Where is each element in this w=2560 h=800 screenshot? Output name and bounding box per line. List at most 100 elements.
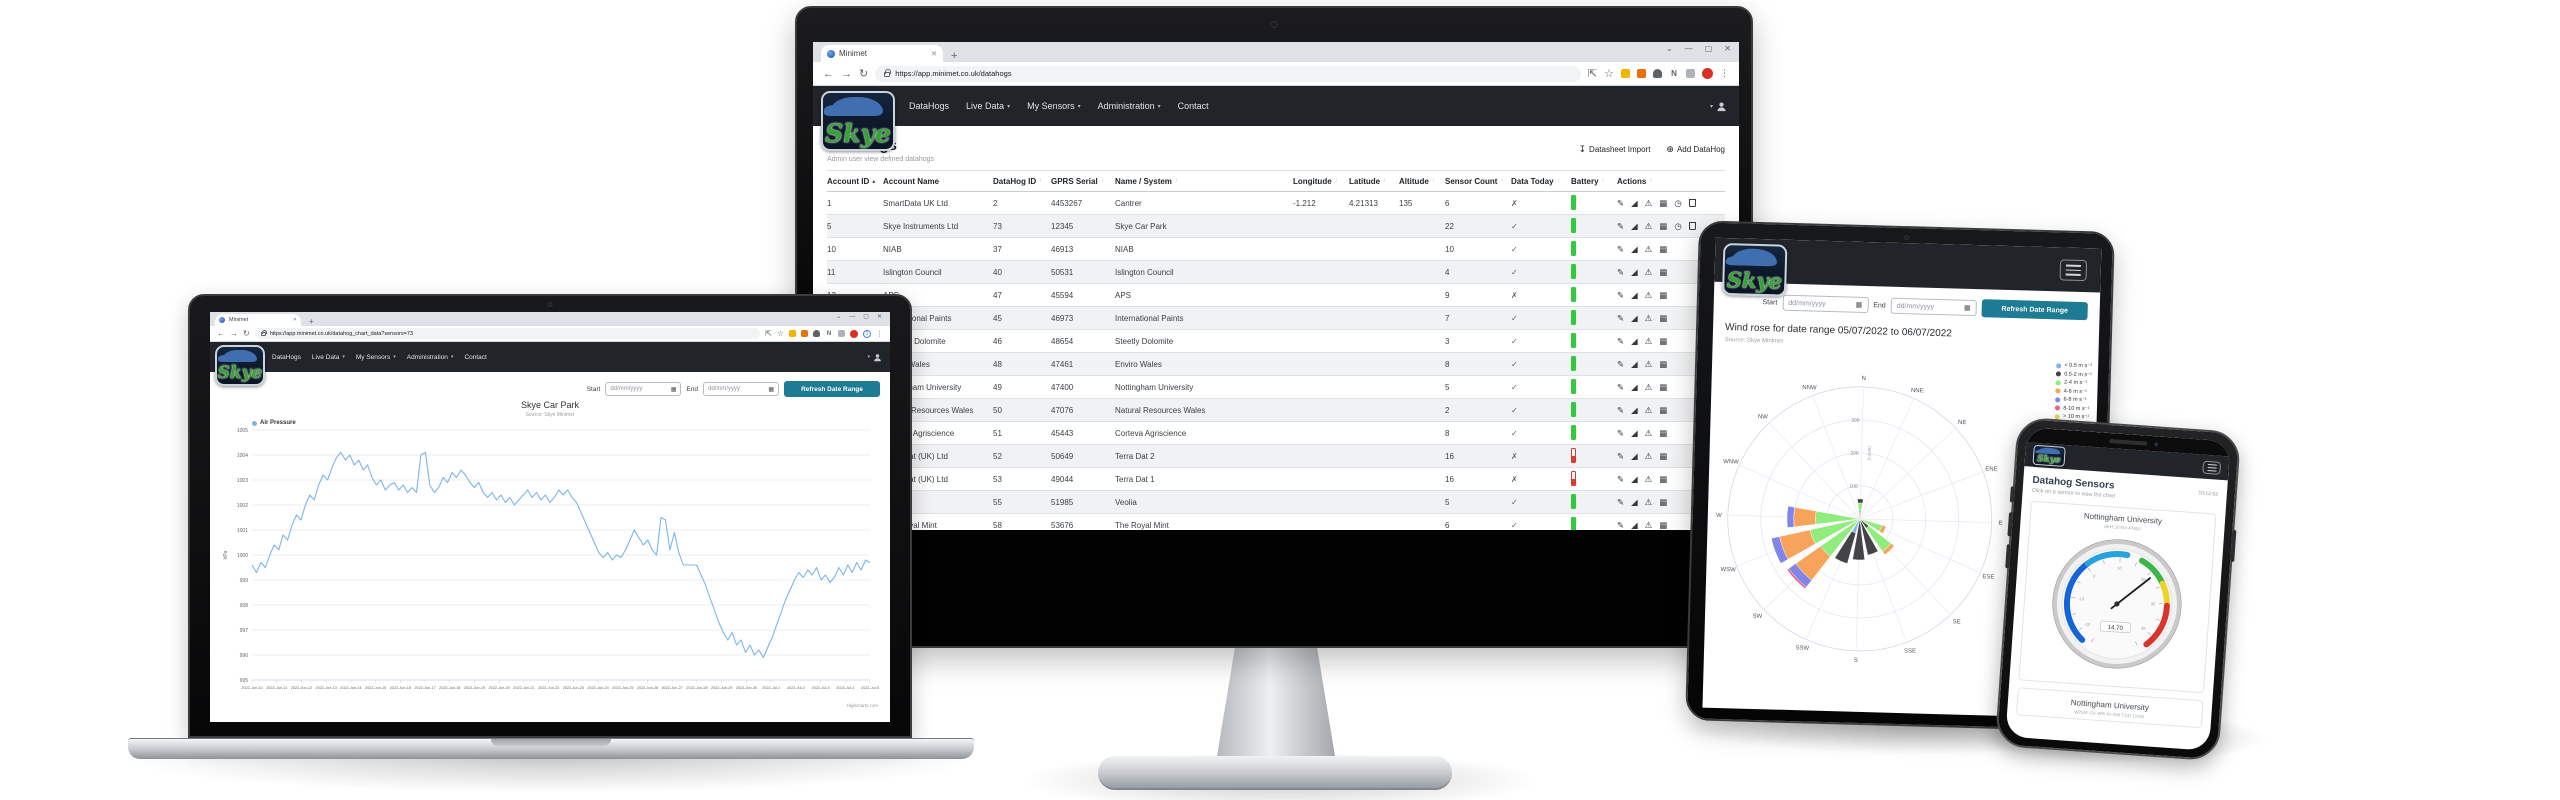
start-date-input[interactable]: dd/mm/yyyy ▦ <box>605 382 682 396</box>
bookmark-icon[interactable]: ☆ <box>776 329 784 338</box>
refresh-date-range-button[interactable]: Refresh Date Range <box>1981 299 2088 321</box>
alert-icon[interactable]: ⚠ <box>1644 336 1653 346</box>
schedule-icon[interactable]: ◷ <box>1674 221 1682 231</box>
nav-item-live-data[interactable]: Live Data ▾ <box>311 353 345 361</box>
column-header-datahog-id[interactable]: DataHog ID ↕ <box>993 176 1043 186</box>
chart-icon[interactable]: ◢ <box>1631 359 1638 369</box>
chart-icon[interactable]: ◢ <box>1631 244 1638 254</box>
data-table-icon[interactable]: ▦ <box>1659 336 1668 346</box>
chart-icon[interactable]: ◢ <box>1631 267 1638 277</box>
extension-icon[interactable] <box>801 330 808 337</box>
close-icon[interactable]: ✕ <box>876 314 882 320</box>
chart-legend[interactable]: Air Pressure <box>252 420 296 426</box>
tab-close-icon[interactable]: ✕ <box>931 50 937 58</box>
data-table-icon[interactable]: ▦ <box>1659 313 1668 323</box>
alert-icon[interactable]: ⚠ <box>1644 267 1653 277</box>
column-header-account-id[interactable]: Account ID ▴ <box>827 176 876 186</box>
edit-icon[interactable]: ✎ <box>1617 520 1625 530</box>
extension-icon[interactable] <box>1637 69 1646 78</box>
edit-icon[interactable]: ✎ <box>1617 359 1625 369</box>
chart-icon[interactable]: ◢ <box>1631 198 1638 208</box>
column-header-altitude[interactable]: Altitude ↕ <box>1399 176 1435 186</box>
url-box[interactable]: https://app.minimet.co.uk/datahogs <box>875 65 1581 82</box>
chevron-icon[interactable]: ⌄ <box>836 314 842 320</box>
data-table-icon[interactable]: ▦ <box>1659 428 1668 438</box>
add-datahog-button[interactable]: ⊕ Add DataHog <box>1666 144 1725 154</box>
edit-icon[interactable]: ✎ <box>1617 221 1625 231</box>
edit-icon[interactable]: ✎ <box>1617 428 1625 438</box>
edit-icon[interactable]: ✎ <box>1617 336 1625 346</box>
data-table-icon[interactable]: ▦ <box>1659 244 1668 254</box>
user-menu[interactable]: ▾ <box>864 353 882 362</box>
nav-item-datahogs[interactable]: DataHogs <box>272 353 301 361</box>
alert-icon[interactable]: ⚠ <box>1644 198 1653 208</box>
legend-item[interactable]: 4-6 m s⁻¹ <box>2055 388 2092 395</box>
hamburger-menu-icon[interactable] <box>2059 259 2088 282</box>
alert-icon[interactable]: ⚠ <box>1644 221 1653 231</box>
legend-item[interactable]: < 0.5 m s⁻¹ <box>2056 362 2092 369</box>
chart-icon[interactable]: ◢ <box>1631 520 1638 530</box>
edit-icon[interactable]: ✎ <box>1617 313 1625 323</box>
nav-item-live-data[interactable]: Live Data ▾ <box>966 101 1011 111</box>
chart-icon[interactable]: ◢ <box>1631 221 1638 231</box>
schedule-icon[interactable]: ◷ <box>1674 198 1682 208</box>
url-box[interactable]: https://app.minimet.co.uk/datahog_chart_… <box>254 328 761 339</box>
alert-icon[interactable]: ⚠ <box>1644 474 1653 484</box>
data-table-icon[interactable]: ▦ <box>1659 520 1668 530</box>
alert-icon[interactable]: ⚠ <box>1644 290 1653 300</box>
edit-icon[interactable]: ✎ <box>1617 198 1625 208</box>
data-table-icon[interactable]: ▦ <box>1659 198 1668 208</box>
alert-icon[interactable]: ⚠ <box>1644 520 1653 530</box>
data-table-icon[interactable]: ▦ <box>1659 451 1668 461</box>
new-tab-button[interactable]: + <box>951 50 958 62</box>
column-header-gprs-serial[interactable]: GPRS Serial ↕ <box>1051 176 1104 186</box>
minimize-icon[interactable]: — <box>1684 44 1693 53</box>
legend-item[interactable]: 0.5-2 m s⁻¹ <box>2056 371 2092 378</box>
sensor-card[interactable]: Nottingham University SKH 2075/I 47400 -… <box>2018 500 2217 694</box>
data-table-icon[interactable]: ▦ <box>1659 474 1668 484</box>
alert-icon[interactable]: ⚠ <box>1644 405 1653 415</box>
user-menu[interactable]: ▾ <box>1707 101 1727 112</box>
edit-icon[interactable]: ✎ <box>1617 497 1625 507</box>
menu-kebab-icon[interactable]: ⋮ <box>876 330 883 338</box>
edit-icon[interactable]: ✎ <box>1617 290 1625 300</box>
data-table-icon[interactable]: ▦ <box>1659 359 1668 369</box>
sensor-card[interactable]: Nottingham University W250F-D1-WR 41-295… <box>2015 687 2204 729</box>
maximize-icon[interactable]: ▢ <box>863 314 869 320</box>
data-table-icon[interactable]: ▦ <box>1659 290 1668 300</box>
extension-icon[interactable]: N <box>826 330 832 337</box>
column-header-latitude[interactable]: Latitude ↕ <box>1349 176 1387 186</box>
data-table-icon[interactable]: ▦ <box>1659 405 1668 415</box>
reload-button[interactable]: ↻ <box>243 329 250 338</box>
nav-item-administration[interactable]: Administration ▾ <box>1097 101 1161 111</box>
column-header-battery[interactable]: Battery ↕ <box>1571 176 1605 186</box>
forward-button[interactable]: → <box>841 67 852 80</box>
nav-item-datahogs[interactable]: DataHogs <box>909 101 950 111</box>
extension-icon[interactable] <box>789 330 796 337</box>
legend-item[interactable]: 8-10 m s⁻¹ <box>2055 405 2091 412</box>
share-icon[interactable]: ⇱ <box>1587 68 1598 80</box>
column-header-account-name[interactable]: Account Name ↕ <box>883 176 946 186</box>
nav-item-contact[interactable]: Contact <box>464 353 487 361</box>
hamburger-menu-icon[interactable] <box>2202 460 2222 475</box>
column-header-name-system[interactable]: Name / System ↕ <box>1115 176 1178 186</box>
extension-icon[interactable]: N <box>1671 69 1677 78</box>
back-button[interactable]: ← <box>217 329 225 338</box>
chart-icon[interactable]: ◢ <box>1631 497 1638 507</box>
column-header-data-today[interactable]: Data Today ↕ <box>1511 176 1560 186</box>
chevron-icon[interactable]: ⌄ <box>1666 44 1673 53</box>
edit-icon[interactable]: ✎ <box>1617 474 1625 484</box>
alert-icon[interactable]: ⚠ <box>1644 244 1653 254</box>
new-tab-button[interactable]: + <box>309 317 314 326</box>
datasheet-import-button[interactable]: ↧ Datasheet Import <box>1578 144 1651 154</box>
start-date-input[interactable]: dd/mm/yyyy ▦ <box>1782 294 1869 314</box>
forward-button[interactable]: → <box>230 329 238 338</box>
edit-icon[interactable]: ✎ <box>1617 405 1625 415</box>
extension-icon[interactable] <box>1621 69 1630 78</box>
chart-icon[interactable]: ◢ <box>1631 405 1638 415</box>
end-date-input[interactable]: dd/mm/yyyy ▦ <box>703 382 779 396</box>
alert-icon[interactable]: ⚠ <box>1644 382 1653 392</box>
profile-avatar[interactable] <box>1702 68 1713 79</box>
browser-tab[interactable]: Minimet ✕ <box>821 45 943 62</box>
edit-icon[interactable]: ✎ <box>1617 382 1625 392</box>
